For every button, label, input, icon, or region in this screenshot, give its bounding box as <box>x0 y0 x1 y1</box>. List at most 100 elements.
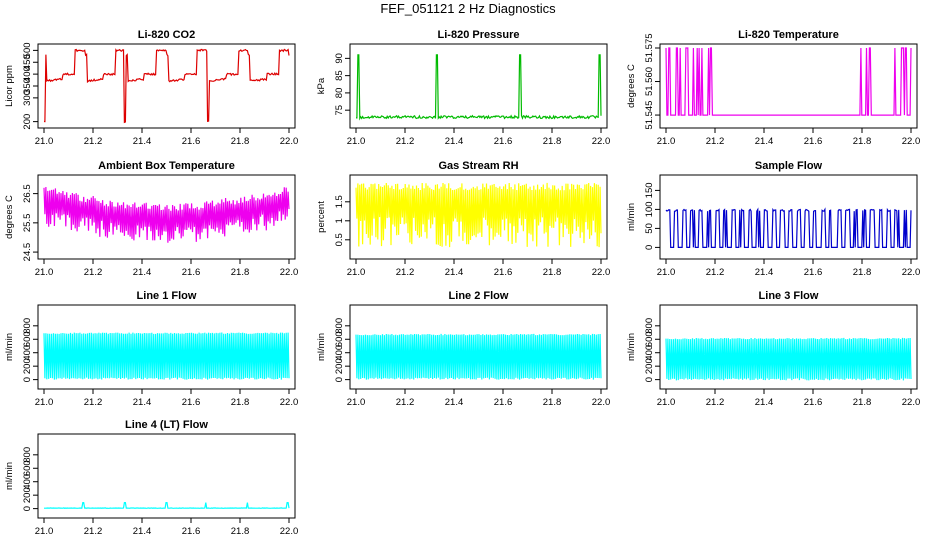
y-tick-label: 150 <box>644 182 655 198</box>
x-tick-label: 21.8 <box>853 136 872 147</box>
plot-frame <box>659 174 918 260</box>
y-axis-label: percent <box>316 201 327 233</box>
y-tick-label: 600 <box>334 331 345 347</box>
x-tick-label: 21.8 <box>543 136 562 147</box>
y-tick-label: 600 <box>644 331 655 347</box>
x-tick-label: 22.0 <box>280 136 299 147</box>
chart-title: Li-820 Pressure <box>438 29 520 41</box>
y-tick-label: 200 <box>22 487 33 503</box>
y-tick-label: 600 <box>22 460 33 476</box>
x-tick-label: 21.2 <box>706 136 725 147</box>
x-tick-label: 22.0 <box>902 136 921 147</box>
plot-frame <box>37 304 296 390</box>
chart-title: Ambient Box Temperature <box>98 160 235 172</box>
chart-ambient: Ambient Box Temperature degrees C 21.0 21.2… <box>4 160 298 278</box>
y-tick-label: 200 <box>22 114 33 130</box>
x-tick-label: 21.0 <box>657 136 676 147</box>
x-tick-label: 21.0 <box>35 397 54 408</box>
y-tick-label: 800 <box>22 318 33 334</box>
y-tick-label: 90 <box>334 53 345 64</box>
y-tick-label: 1.5 <box>334 195 345 208</box>
x-tick-label: 21.4 <box>445 136 464 147</box>
data-series-line <box>665 337 912 381</box>
y-axis-label: ml/min <box>626 203 637 231</box>
y-axis-label: degrees C <box>626 64 637 108</box>
y-axis-label: kPa <box>316 77 327 94</box>
y-tick-label: 200 <box>334 358 345 374</box>
plot-frame <box>37 174 296 260</box>
x-tick-label: 22.0 <box>280 267 299 278</box>
chart-co2: Li-820 CO2 Licor ppm 21.0 21.2 21.4 21.6 21.8 2… <box>4 29 298 147</box>
x-tick-label: 21.8 <box>231 136 250 147</box>
y-tick-label: 80 <box>334 88 345 99</box>
y-tick-label: 0 <box>22 377 33 382</box>
x-tick-label: 21.2 <box>706 397 725 408</box>
y-tick-label: 0 <box>334 377 345 382</box>
x-tick-label: 22.0 <box>902 397 921 408</box>
chart-temperature: Li-820 Temperature degrees C 21.0 21.2 21.4 2… <box>626 29 920 147</box>
chart-line4: Line 4 (LT) Flow ml/min 21.0 21.2 21.4 21.6 21… <box>4 419 298 537</box>
y-tick-label: 500 <box>22 42 33 58</box>
data-series-line <box>43 48 290 124</box>
chart-line2: Line 2 Flow ml/min 21.0 21.2 21.4 21.6 21.8 22.… <box>316 290 610 408</box>
plot-frame <box>659 304 918 390</box>
chart-title: Li-820 CO2 <box>138 29 195 41</box>
y-axis-label: ml/min <box>4 333 15 361</box>
data-series-line <box>44 502 290 509</box>
x-tick-label: 21.8 <box>543 397 562 408</box>
x-tick-label: 22.0 <box>592 136 611 147</box>
x-tick-label: 21.2 <box>84 136 103 147</box>
y-tick-label: 25.5 <box>22 214 33 233</box>
data-series-line <box>43 186 290 243</box>
y-tick-label: 51.545 <box>644 101 655 130</box>
chart-title: Sample Flow <box>755 160 823 172</box>
x-tick-label: 21.6 <box>182 526 201 537</box>
plot-frame <box>349 174 608 260</box>
y-axis-label: ml/min <box>4 462 15 490</box>
y-axis-label: ml/min <box>316 333 327 361</box>
chart-rh: Gas Stream RH percent 21.0 21.2 21.4 21.6 21.8… <box>316 160 610 278</box>
y-tick-label: 300 <box>22 90 33 106</box>
data-series-line <box>355 182 602 248</box>
chart-line3: Line 3 Flow ml/min 21.0 21.2 21.4 21.6 21.8 22.… <box>626 290 920 408</box>
x-tick-label: 22.0 <box>592 267 611 278</box>
chart-title: Line 3 Flow <box>759 290 819 302</box>
x-tick-label: 21.2 <box>706 267 725 278</box>
y-tick-label: 400 <box>22 474 33 490</box>
y-tick-label: 0 <box>644 377 655 382</box>
y-tick-label: 200 <box>22 358 33 374</box>
x-tick-label: 21.0 <box>35 267 54 278</box>
x-tick-label: 21.0 <box>347 136 366 147</box>
y-tick-label: 400 <box>334 345 345 361</box>
plot-frame <box>349 43 608 129</box>
x-tick-label: 21.2 <box>396 136 415 147</box>
x-tick-label: 21.6 <box>182 267 201 278</box>
chart-line1: Line 1 Flow ml/min 21.0 21.2 21.4 21.6 21.8 22.… <box>4 290 298 408</box>
data-series-line <box>665 207 912 248</box>
y-tick-label: 50 <box>644 223 655 234</box>
y-tick-label: 1 <box>334 218 345 223</box>
y-tick-label: 51.575 <box>644 33 655 62</box>
y-tick-label: 800 <box>22 447 33 463</box>
x-tick-label: 21.8 <box>231 526 250 537</box>
x-tick-label: 21.4 <box>755 136 774 147</box>
plot-frame <box>349 304 608 390</box>
chart-title: Gas Stream RH <box>438 160 518 172</box>
data-series-line <box>43 332 290 380</box>
chart-title: Line 1 Flow <box>137 290 197 302</box>
y-tick-label: 0.5 <box>334 233 345 246</box>
y-axis-label: Licor ppm <box>4 65 15 107</box>
x-tick-label: 22.0 <box>592 397 611 408</box>
x-tick-label: 21.6 <box>182 136 201 147</box>
x-tick-label: 21.2 <box>396 267 415 278</box>
y-tick-label: 450 <box>22 54 33 70</box>
x-tick-label: 21.6 <box>804 397 823 408</box>
x-tick-label: 21.4 <box>133 397 152 408</box>
x-tick-label: 21.8 <box>853 267 872 278</box>
x-tick-label: 21.4 <box>133 267 152 278</box>
x-tick-label: 21.4 <box>755 397 774 408</box>
y-tick-label: 24.5 <box>22 243 33 261</box>
x-tick-label: 21.0 <box>347 267 366 278</box>
y-tick-label: 400 <box>22 345 33 361</box>
